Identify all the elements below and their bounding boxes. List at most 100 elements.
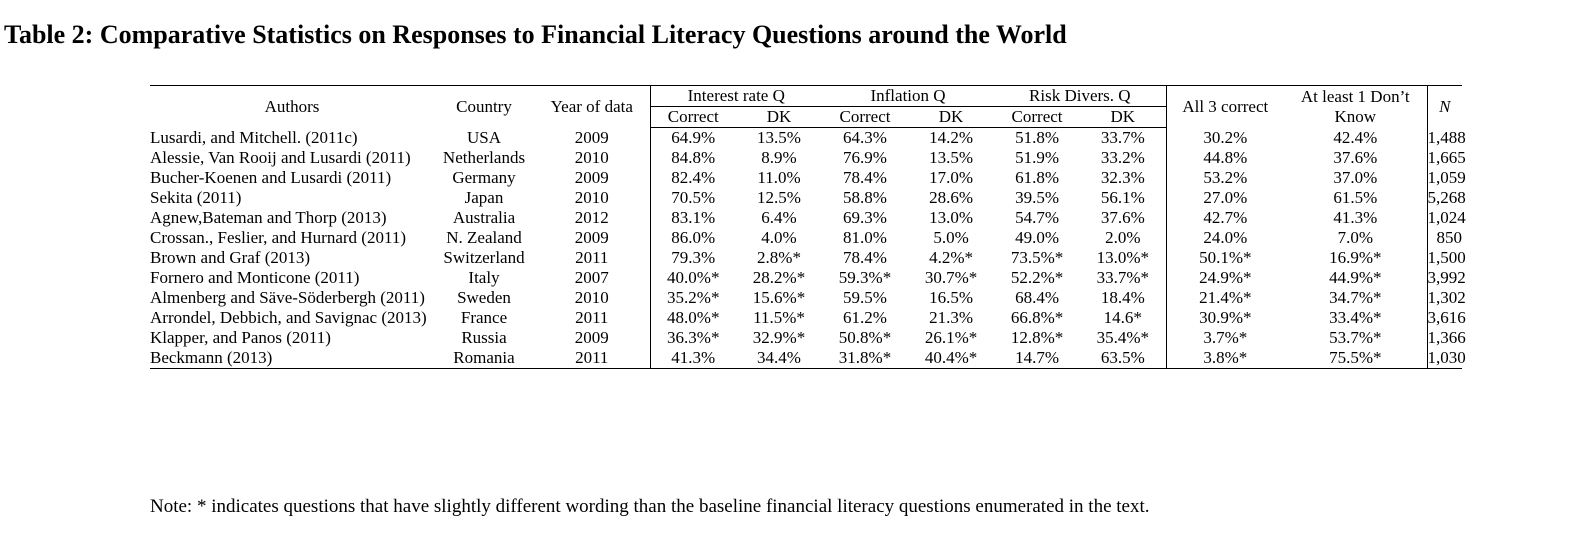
cell-inflation-correct: 59.5%	[843, 288, 887, 307]
header-country: Country	[456, 96, 512, 116]
cell-interest-dk: 6.4%	[761, 208, 797, 227]
cell-all3-correct: 50.1%*	[1165, 248, 1285, 268]
table-body: Lusardi, and Mitchell. (2011c) USA 2009 64.…	[150, 127, 1466, 369]
cell-year: 2010	[574, 188, 609, 207]
table-row: Bucher-Koenen and Lusardi (2011) Germany 2…	[150, 168, 1466, 188]
cell-at-least-one-dk: 75.5%*	[1329, 348, 1382, 367]
cell-inflation-dk: 14.2%	[929, 128, 973, 147]
cell-all3-correct: 53.2%	[1165, 168, 1285, 188]
cell-interest-correct: 48.0%*	[649, 308, 736, 328]
cell-all3-correct: 42.7%	[1165, 208, 1285, 228]
cell-inflation-correct: 76.9%	[843, 148, 887, 167]
cell-risk-dk: 2.0%	[1105, 228, 1141, 247]
cell-interest-correct: 84.8%	[649, 148, 736, 168]
cell-all3-correct: 24.9%*	[1165, 268, 1285, 288]
cell-inflation-dk: 30.7%*	[924, 268, 978, 287]
cell-country: France	[460, 308, 508, 327]
cell-at-least-one-dk: 34.7%*	[1329, 288, 1382, 307]
cell-risk-correct: 52.2%*	[1010, 268, 1064, 287]
cell-risk-dk: 14.6*	[1103, 308, 1142, 327]
cell-interest-correct: 35.2%*	[649, 288, 736, 308]
header-risk-group: Risk Divers. Q	[994, 85, 1167, 107]
cell-at-least-one-dk: 61.5%	[1333, 188, 1378, 207]
cell-author: Almenberg and Säve-Söderbergh (2011)	[150, 288, 425, 307]
cell-risk-correct: 73.5%*	[1010, 248, 1064, 267]
cell-n: 5,268	[1426, 188, 1466, 208]
cell-country: Japan	[464, 188, 504, 207]
header-risk-correct: Correct	[994, 106, 1081, 128]
header-interest-dk: DK	[736, 106, 823, 128]
cell-year: 2009	[574, 328, 609, 347]
cell-interest-correct: 83.1%	[649, 208, 736, 228]
cell-interest-dk: 28.2%*	[752, 268, 806, 287]
financial-literacy-table: Authors Country Year of data Interest ra…	[150, 85, 1466, 369]
cell-n: 850	[1426, 228, 1463, 248]
cell-inflation-dk: 13.0%	[929, 208, 973, 227]
cell-year: 2010	[574, 288, 609, 307]
table-row: Fornero and Monticone (2011) Italy 2007 40.…	[150, 268, 1466, 288]
cell-interest-dk: 11.5%*	[753, 308, 805, 327]
cell-n: 1,366	[1426, 328, 1466, 348]
cell-interest-dk: 34.4%	[757, 348, 801, 367]
cell-risk-dk: 33.7%	[1100, 128, 1145, 147]
cell-author: Brown and Graf (2013)	[150, 248, 311, 267]
cell-n: 1,302	[1426, 288, 1466, 308]
header-at-least-one-dk: At least 1 Don’t Know	[1284, 86, 1427, 128]
header-at-least-one-dk-line1: At least 1 Don’t	[1300, 86, 1410, 106]
cell-n: 1,488	[1426, 127, 1466, 148]
cell-author: Fornero and Monticone (2011)	[150, 268, 360, 287]
cell-risk-dk: 56.1%	[1100, 188, 1145, 207]
cell-risk-dk: 37.6%	[1100, 208, 1145, 227]
cell-country: N. Zealand	[446, 228, 522, 247]
cell-country: Italy	[468, 268, 500, 287]
cell-interest-dk: 4.0%	[761, 228, 797, 247]
table-title: Table 2: Comparative Statistics on Respo…	[4, 20, 1067, 49]
header-authors: Authors	[264, 96, 320, 116]
cell-inflation-correct: 50.8%*	[838, 328, 892, 347]
cell-all3-correct: 30.2%	[1165, 127, 1285, 148]
table-row: Arrondel, Debbich, and Savignac (2013) Fr…	[150, 308, 1466, 328]
cell-inflation-dk: 13.5%	[929, 148, 973, 167]
table-row: Sekita (2011) Japan 2010 70.5% 12.5% 58.8% 28.…	[150, 188, 1466, 208]
cell-author: Bucher-Koenen and Lusardi (2011)	[150, 168, 392, 187]
header-risk-dk: DK	[1080, 106, 1167, 128]
cell-risk-correct: 66.8%*	[1010, 308, 1064, 327]
cell-risk-correct: 39.5%	[1015, 188, 1059, 207]
cell-interest-dk: 11.0%	[757, 168, 801, 187]
cell-interest-dk: 13.5%	[757, 128, 801, 147]
cell-interest-correct: 82.4%	[649, 168, 736, 188]
cell-author: Arrondel, Debbich, and Savignac (2013)	[150, 308, 427, 327]
header-year: Year of data	[550, 96, 633, 116]
cell-inflation-dk: 17.0%	[929, 168, 973, 187]
cell-interest-correct: 41.3%	[649, 348, 736, 369]
cell-interest-dk: 15.6%*	[752, 288, 806, 307]
cell-inflation-dk: 21.3%	[929, 308, 973, 327]
cell-inflation-correct: 78.4%	[843, 168, 887, 187]
cell-inflation-correct: 69.3%	[843, 208, 887, 227]
header-inflation-dk: DK	[908, 106, 995, 128]
cell-year: 2010	[574, 148, 609, 167]
cell-at-least-one-dk: 44.9%*	[1329, 268, 1382, 287]
cell-country: Sweden	[457, 288, 511, 307]
cell-risk-dk: 33.7%*	[1096, 268, 1149, 287]
cell-risk-correct: 54.7%	[1015, 208, 1059, 227]
cell-interest-correct: 40.0%*	[649, 268, 736, 288]
cell-at-least-one-dk: 7.0%	[1337, 228, 1373, 247]
table-row: Klapper, and Panos (2011) Russia 2009 36.3%…	[150, 328, 1466, 348]
cell-inflation-correct: 61.2%	[843, 308, 887, 327]
cell-country: Russia	[461, 328, 507, 347]
table-row: Brown and Graf (2013) Switzerland 2011 79.3…	[150, 248, 1466, 268]
header-inflation-group: Inflation Q	[822, 85, 995, 107]
cell-author: Agnew,Bateman and Thorp (2013)	[150, 208, 387, 227]
cell-all3-correct: 24.0%	[1165, 228, 1285, 248]
cell-inflation-correct: 58.8%	[843, 188, 887, 207]
cell-at-least-one-dk: 37.0%	[1333, 168, 1378, 187]
cell-risk-correct: 68.4%	[1015, 288, 1059, 307]
cell-inflation-correct: 31.8%*	[838, 348, 892, 367]
cell-country: Germany	[452, 168, 516, 187]
cell-inflation-correct: 59.3%*	[838, 268, 892, 287]
cell-year: 2009	[574, 127, 609, 147]
cell-at-least-one-dk: 33.4%*	[1329, 308, 1382, 327]
cell-interest-correct: 79.3%	[649, 248, 736, 268]
cell-at-least-one-dk: 41.3%	[1333, 208, 1378, 227]
